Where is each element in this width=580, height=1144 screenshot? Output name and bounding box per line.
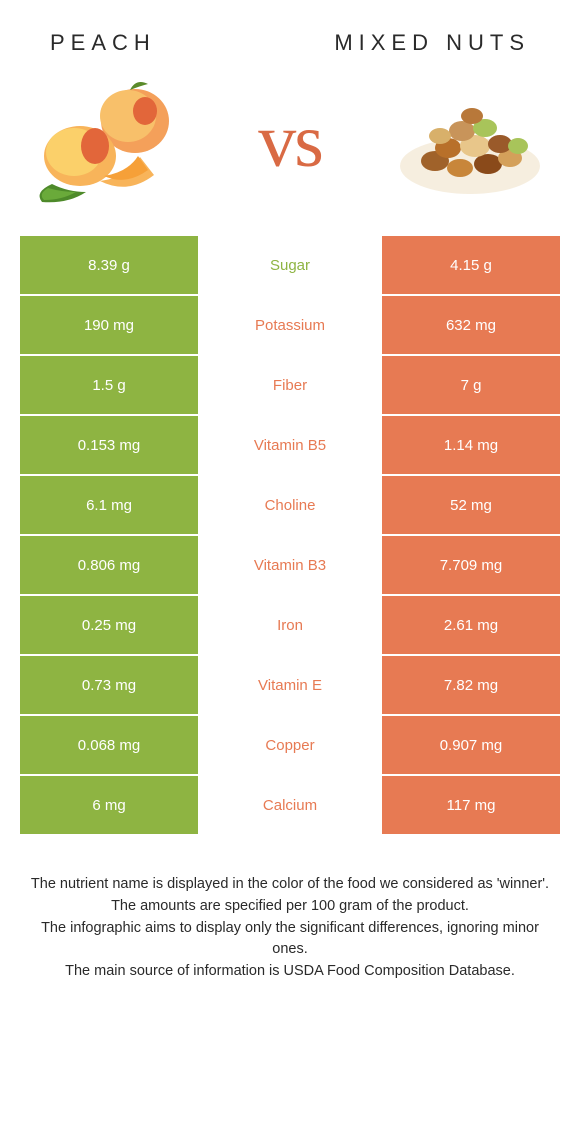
nutrient-label: Choline — [200, 476, 380, 534]
nutrient-table: 8.39 gSugar4.15 g190 mgPotassium632 mg1.… — [0, 236, 580, 834]
nuts-value: 52 mg — [382, 476, 560, 534]
table-row: 6.1 mgCholine52 mg — [20, 476, 560, 534]
nutrient-label: Fiber — [200, 356, 380, 414]
nutrient-label: Potassium — [200, 296, 380, 354]
footer-line: The nutrient name is displayed in the co… — [28, 874, 552, 895]
nutrient-label: Vitamin B3 — [200, 536, 380, 594]
title-right: Mixed nuts — [290, 30, 530, 56]
nuts-value: 117 mg — [382, 776, 560, 834]
table-row: 6 mgCalcium117 mg — [20, 776, 560, 834]
peach-value: 0.068 mg — [20, 716, 198, 774]
nutrient-label: Calcium — [200, 776, 380, 834]
nuts-value: 632 mg — [382, 296, 560, 354]
footer-line: The amounts are specified per 100 gram o… — [28, 896, 552, 917]
peach-value: 8.39 g — [20, 236, 198, 294]
title-left: Peach — [50, 30, 290, 56]
peach-value: 6 mg — [20, 776, 198, 834]
peach-value: 1.5 g — [20, 356, 198, 414]
peach-value: 0.153 mg — [20, 416, 198, 474]
nuts-value: 4.15 g — [382, 236, 560, 294]
nuts-value: 0.907 mg — [382, 716, 560, 774]
table-row: 0.153 mgVitamin B51.14 mg — [20, 416, 560, 474]
table-row: 8.39 gSugar4.15 g — [20, 236, 560, 294]
table-row: 0.806 mgVitamin B37.709 mg — [20, 536, 560, 594]
peach-value: 0.806 mg — [20, 536, 198, 594]
table-row: 190 mgPotassium632 mg — [20, 296, 560, 354]
peach-value: 0.73 mg — [20, 656, 198, 714]
hero: vs — [0, 66, 580, 236]
nutrient-label: Vitamin E — [200, 656, 380, 714]
footer-notes: The nutrient name is displayed in the co… — [0, 834, 580, 1003]
nuts-value: 7 g — [382, 356, 560, 414]
nutrient-label: Iron — [200, 596, 380, 654]
table-row: 0.068 mgCopper0.907 mg — [20, 716, 560, 774]
table-row: 0.25 mgIron2.61 mg — [20, 596, 560, 654]
peach-value: 190 mg — [20, 296, 198, 354]
nutrient-label: Sugar — [200, 236, 380, 294]
mixed-nuts-image — [390, 76, 550, 206]
footer-line: The infographic aims to display only the… — [28, 918, 552, 960]
nuts-value: 1.14 mg — [382, 416, 560, 474]
table-row: 1.5 gFiber7 g — [20, 356, 560, 414]
nuts-value: 7.709 mg — [382, 536, 560, 594]
peach-value: 0.25 mg — [20, 596, 198, 654]
header: Peach Mixed nuts — [0, 0, 580, 66]
nutrient-label: Copper — [200, 716, 380, 774]
peach-value: 6.1 mg — [20, 476, 198, 534]
nutrient-label: Vitamin B5 — [200, 416, 380, 474]
footer-line: The main source of information is USDA F… — [28, 961, 552, 982]
nuts-value: 2.61 mg — [382, 596, 560, 654]
table-row: 0.73 mgVitamin E7.82 mg — [20, 656, 560, 714]
nuts-value: 7.82 mg — [382, 656, 560, 714]
peach-image — [30, 76, 190, 206]
vs-label: vs — [258, 98, 322, 185]
